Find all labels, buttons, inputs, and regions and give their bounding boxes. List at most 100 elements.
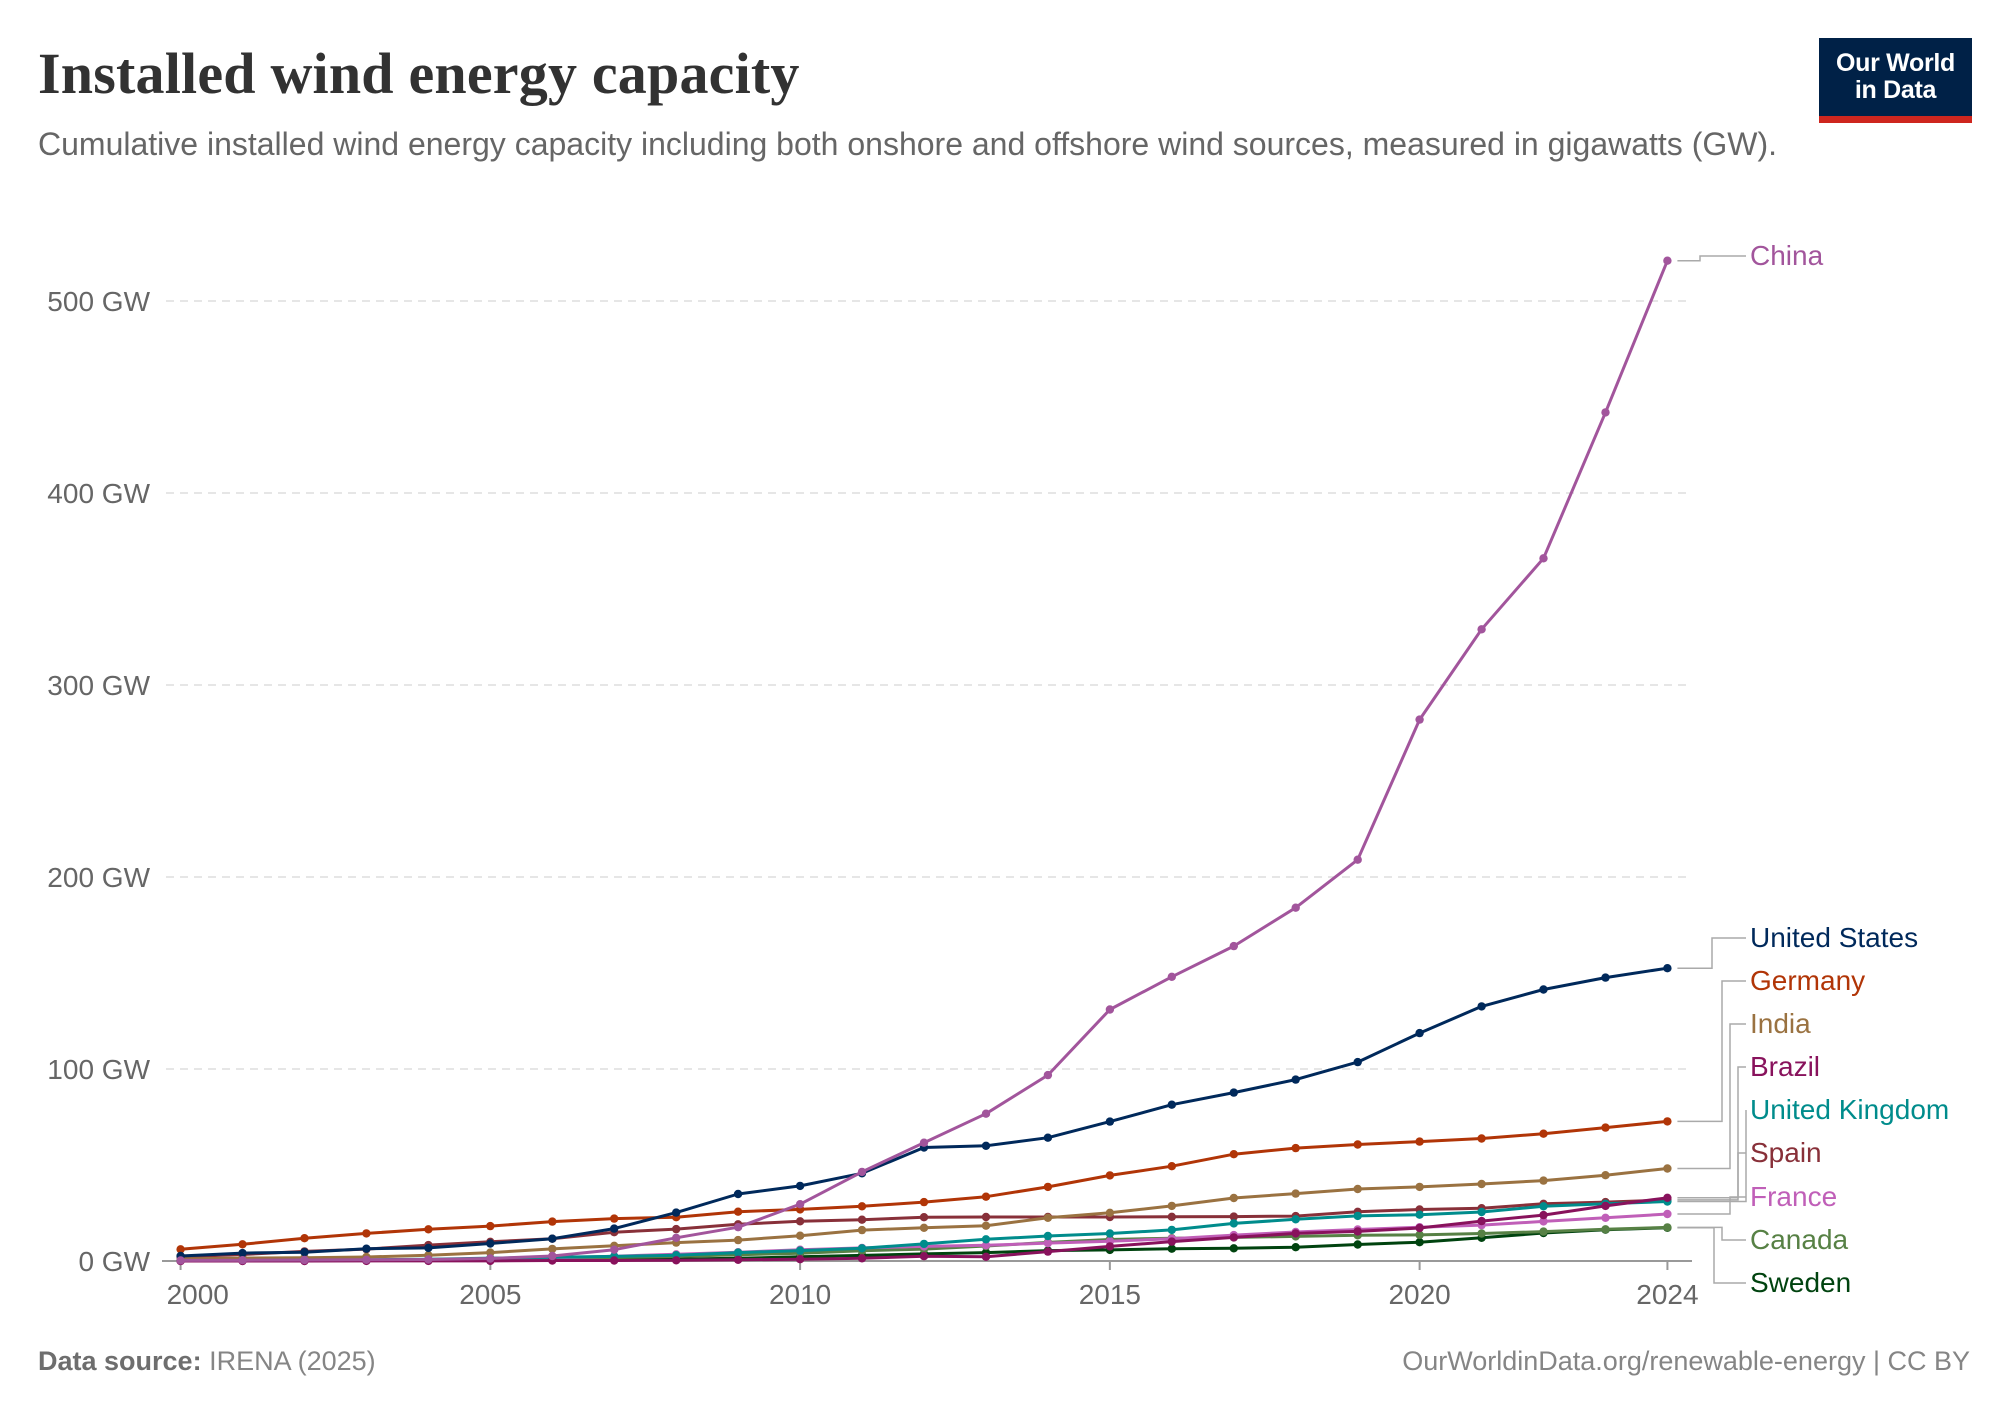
data-point[interactable]: [857, 1254, 867, 1263]
data-point[interactable]: [733, 1189, 743, 1199]
data-point[interactable]: [1601, 1201, 1610, 1211]
data-point[interactable]: [300, 1255, 309, 1265]
data-point[interactable]: [1663, 1223, 1672, 1232]
data-point[interactable]: [1167, 1212, 1177, 1222]
data-point[interactable]: [1291, 1189, 1300, 1198]
data-point[interactable]: [1663, 1209, 1672, 1219]
data-point[interactable]: [1601, 1123, 1610, 1132]
data-point[interactable]: [238, 1256, 247, 1265]
data-point[interactable]: [981, 1212, 991, 1222]
data-point[interactable]: [1043, 1133, 1053, 1142]
data-point[interactable]: [238, 1240, 247, 1249]
series-label[interactable]: United States: [1750, 922, 1918, 953]
data-point[interactable]: [1291, 903, 1300, 912]
data-point[interactable]: [486, 1254, 495, 1263]
data-point[interactable]: [857, 1215, 867, 1224]
data-point[interactable]: [1539, 1202, 1548, 1211]
data-point[interactable]: [1415, 715, 1424, 724]
series-line[interactable]: [179, 259, 1669, 1262]
data-point[interactable]: [1291, 1075, 1300, 1084]
data-point[interactable]: [1353, 855, 1362, 864]
data-point[interactable]: [672, 1233, 681, 1243]
source-url[interactable]: OurWorldinData.org/renewable-energy | CC…: [1402, 1346, 1970, 1376]
series-label[interactable]: United Kingdom: [1750, 1094, 1949, 1125]
series-label[interactable]: India: [1750, 1008, 1811, 1039]
data-point[interactable]: [672, 1208, 681, 1217]
series-germany[interactable]: [176, 1117, 1672, 1254]
series-label[interactable]: Sweden: [1750, 1267, 1851, 1298]
data-point[interactable]: [1043, 1182, 1053, 1192]
data-point[interactable]: [1229, 941, 1239, 951]
data-point[interactable]: [1167, 1244, 1177, 1253]
data-point[interactable]: [1415, 1238, 1424, 1247]
data-point[interactable]: [1477, 1002, 1486, 1011]
data-point[interactable]: [919, 1138, 929, 1147]
data-point[interactable]: [1415, 1137, 1424, 1146]
data-point[interactable]: [1539, 1217, 1548, 1226]
data-point[interactable]: [300, 1234, 309, 1243]
data-point[interactable]: [1291, 1215, 1300, 1224]
data-point[interactable]: [1477, 1229, 1486, 1238]
data-point[interactable]: [1539, 554, 1548, 563]
data-point[interactable]: [1663, 964, 1672, 973]
series-label[interactable]: Spain: [1750, 1137, 1822, 1168]
data-point[interactable]: [1353, 1057, 1362, 1067]
data-point[interactable]: [981, 1109, 991, 1118]
data-point[interactable]: [733, 1248, 743, 1257]
data-point[interactable]: [1539, 1176, 1548, 1185]
data-point[interactable]: [1229, 1150, 1239, 1159]
data-point[interactable]: [1229, 1233, 1239, 1242]
series-china[interactable]: [176, 256, 1672, 1265]
data-point[interactable]: [424, 1243, 433, 1253]
data-point[interactable]: [1105, 1229, 1115, 1238]
data-point[interactable]: [1353, 1140, 1362, 1149]
data-point[interactable]: [1229, 1219, 1239, 1228]
data-point[interactable]: [1601, 1171, 1610, 1180]
data-point[interactable]: [1539, 1129, 1548, 1138]
data-point[interactable]: [610, 1224, 619, 1233]
data-point[interactable]: [1663, 256, 1672, 265]
data-point[interactable]: [1291, 1143, 1300, 1153]
data-point[interactable]: [1105, 1208, 1115, 1218]
data-point[interactable]: [733, 1255, 743, 1265]
data-point[interactable]: [1415, 1210, 1424, 1219]
data-point[interactable]: [795, 1200, 805, 1209]
data-point[interactable]: [1105, 1117, 1115, 1126]
data-point[interactable]: [1167, 972, 1177, 981]
data-point[interactable]: [919, 1252, 929, 1261]
data-point[interactable]: [1353, 1211, 1362, 1221]
data-point[interactable]: [1353, 1184, 1362, 1194]
data-point[interactable]: [733, 1235, 743, 1245]
data-point[interactable]: [1601, 1225, 1610, 1234]
data-point[interactable]: [1043, 1247, 1053, 1256]
data-point[interactable]: [1167, 1225, 1177, 1235]
data-point[interactable]: [300, 1248, 309, 1257]
data-point[interactable]: [795, 1255, 805, 1264]
data-point[interactable]: [176, 1245, 185, 1254]
data-point[interactable]: [1167, 1201, 1177, 1211]
data-point[interactable]: [610, 1256, 619, 1265]
data-point[interactable]: [672, 1256, 681, 1265]
data-point[interactable]: [795, 1246, 805, 1255]
data-point[interactable]: [981, 1141, 991, 1151]
data-point[interactable]: [857, 1225, 867, 1235]
data-point[interactable]: [1043, 1213, 1053, 1223]
data-point[interactable]: [548, 1234, 557, 1243]
data-point[interactable]: [1105, 1242, 1115, 1251]
data-point[interactable]: [1601, 973, 1610, 982]
data-point[interactable]: [981, 1241, 991, 1250]
data-point[interactable]: [1291, 1229, 1300, 1238]
data-point[interactable]: [1043, 1070, 1053, 1080]
data-point[interactable]: [1477, 1207, 1486, 1217]
data-point[interactable]: [1229, 1193, 1239, 1203]
data-point[interactable]: [610, 1245, 619, 1254]
data-point[interactable]: [1539, 985, 1548, 994]
data-point[interactable]: [1291, 1243, 1300, 1252]
data-point[interactable]: [176, 1256, 185, 1265]
data-point[interactable]: [733, 1207, 743, 1216]
data-point[interactable]: [238, 1248, 247, 1258]
data-point[interactable]: [486, 1221, 495, 1231]
data-point[interactable]: [1105, 1005, 1115, 1014]
series-label[interactable]: France: [1750, 1181, 1837, 1212]
data-point[interactable]: [1229, 1088, 1239, 1097]
